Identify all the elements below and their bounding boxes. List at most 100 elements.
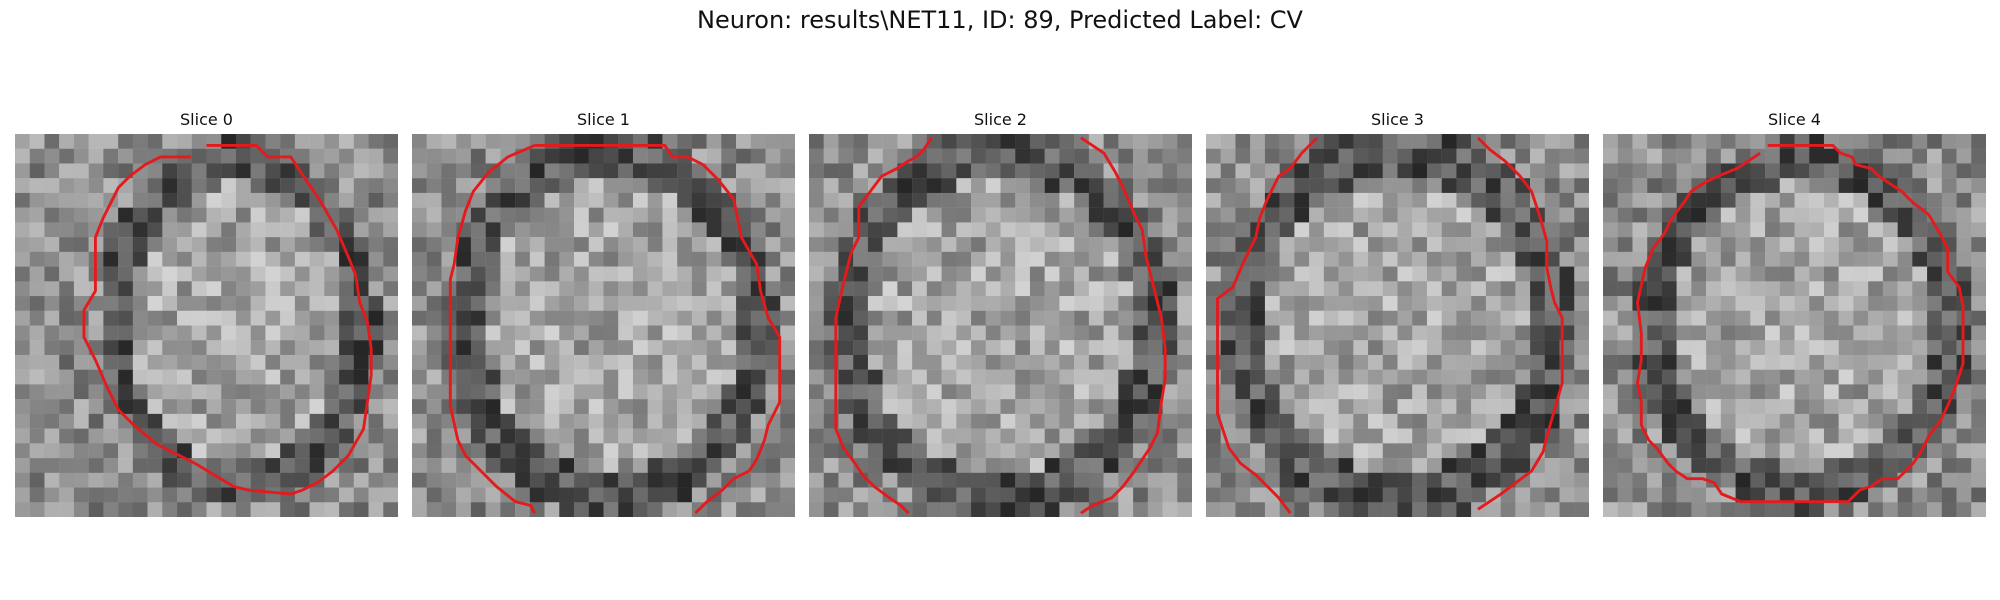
image-pixel [1294,134,1310,149]
image-pixel [1279,178,1295,194]
image-pixel [1250,487,1266,503]
image-pixel [162,384,178,400]
image-pixel [765,443,781,459]
image-pixel [1750,134,1766,149]
image-pixel [1029,148,1045,164]
image-pixel [1941,178,1957,194]
image-pixel [1059,487,1075,503]
image-pixel [1838,178,1854,194]
image-pixel [1632,163,1648,179]
image-pixel [235,369,251,385]
image-pixel [412,163,427,179]
image-pixel [1750,502,1766,517]
image-pixel [897,192,913,208]
image-pixel [250,472,266,488]
image-pixel [29,178,45,194]
image-pixel [1382,296,1398,311]
image-pixel [603,399,619,415]
image-pixel [912,354,928,370]
image-pixel [971,222,986,238]
image-pixel [470,384,486,400]
image-pixel [250,502,266,517]
image-pixel [1706,354,1722,370]
image-pixel [1941,487,1957,503]
image-pixel [500,163,516,179]
image-pixel [426,458,442,473]
image-pixel [1162,458,1178,473]
image-pixel [1897,340,1913,356]
image-pixel [1309,428,1325,444]
image-pixel [691,325,707,341]
image-pixel [1426,325,1442,341]
image-pixel [941,325,957,341]
image-pixel [441,428,457,444]
image-pixel [1838,266,1854,282]
image-pixel [529,443,545,459]
image-pixel [706,266,722,282]
image-pixel [515,458,531,473]
image-pixel [29,237,45,253]
image-pixel [529,296,545,311]
image-pixel [1941,207,1957,223]
image-pixel [882,134,898,149]
image-pixel [632,310,648,326]
image-pixel [1279,192,1295,208]
image-pixel [1323,369,1339,385]
image-pixel [691,178,707,194]
image-pixel [221,502,237,517]
image-pixel [221,163,237,179]
image-pixel [780,148,795,164]
image-pixel [412,222,427,238]
image-pixel [1735,134,1751,149]
image-pixel [441,237,457,253]
image-pixel [1162,163,1178,179]
image-pixel [1882,207,1898,223]
image-pixel [1103,472,1119,488]
image-pixel [1779,163,1795,179]
image-pixel [103,502,119,517]
image-pixel [706,222,722,238]
image-pixel [1338,207,1354,223]
image-pixel [1441,487,1457,503]
image-pixel [985,178,1001,194]
image-pixel [368,472,384,488]
image-pixel [426,369,442,385]
image-pixel [1809,369,1825,385]
image-pixel [1485,296,1501,311]
image-pixel [500,207,516,223]
image-pixel [736,413,751,429]
image-pixel [235,399,251,415]
image-pixel [1603,458,1618,473]
image-pixel [1779,413,1795,429]
image-pixel [544,443,560,459]
image-pixel [1530,163,1545,179]
image-pixel [706,310,722,326]
image-pixel [1147,163,1163,179]
image-pixel [470,487,486,503]
image-pixel [736,487,751,503]
image-pixel [1559,281,1575,297]
image-pixel [265,428,281,444]
image-pixel [721,458,737,473]
image-pixel [162,178,178,194]
image-pixel [426,340,442,356]
image-pixel [1368,325,1383,341]
image-pixel [1029,207,1045,223]
image-pixel [1603,251,1618,267]
image-pixel [588,266,604,282]
image-pixel [956,251,972,267]
image-pixel [485,458,501,473]
image-pixel [1897,310,1913,326]
image-pixel [368,296,384,311]
image-pixel [853,458,869,473]
image-pixel [441,163,457,179]
image-pixel [1000,237,1016,253]
image-pixel [1647,192,1663,208]
image-pixel [1661,310,1677,326]
image-pixel [250,266,266,282]
image-pixel [662,354,678,370]
image-pixel [1971,222,1986,238]
image-pixel [1044,399,1060,415]
image-pixel [1750,340,1766,356]
image-pixel [1632,251,1648,267]
